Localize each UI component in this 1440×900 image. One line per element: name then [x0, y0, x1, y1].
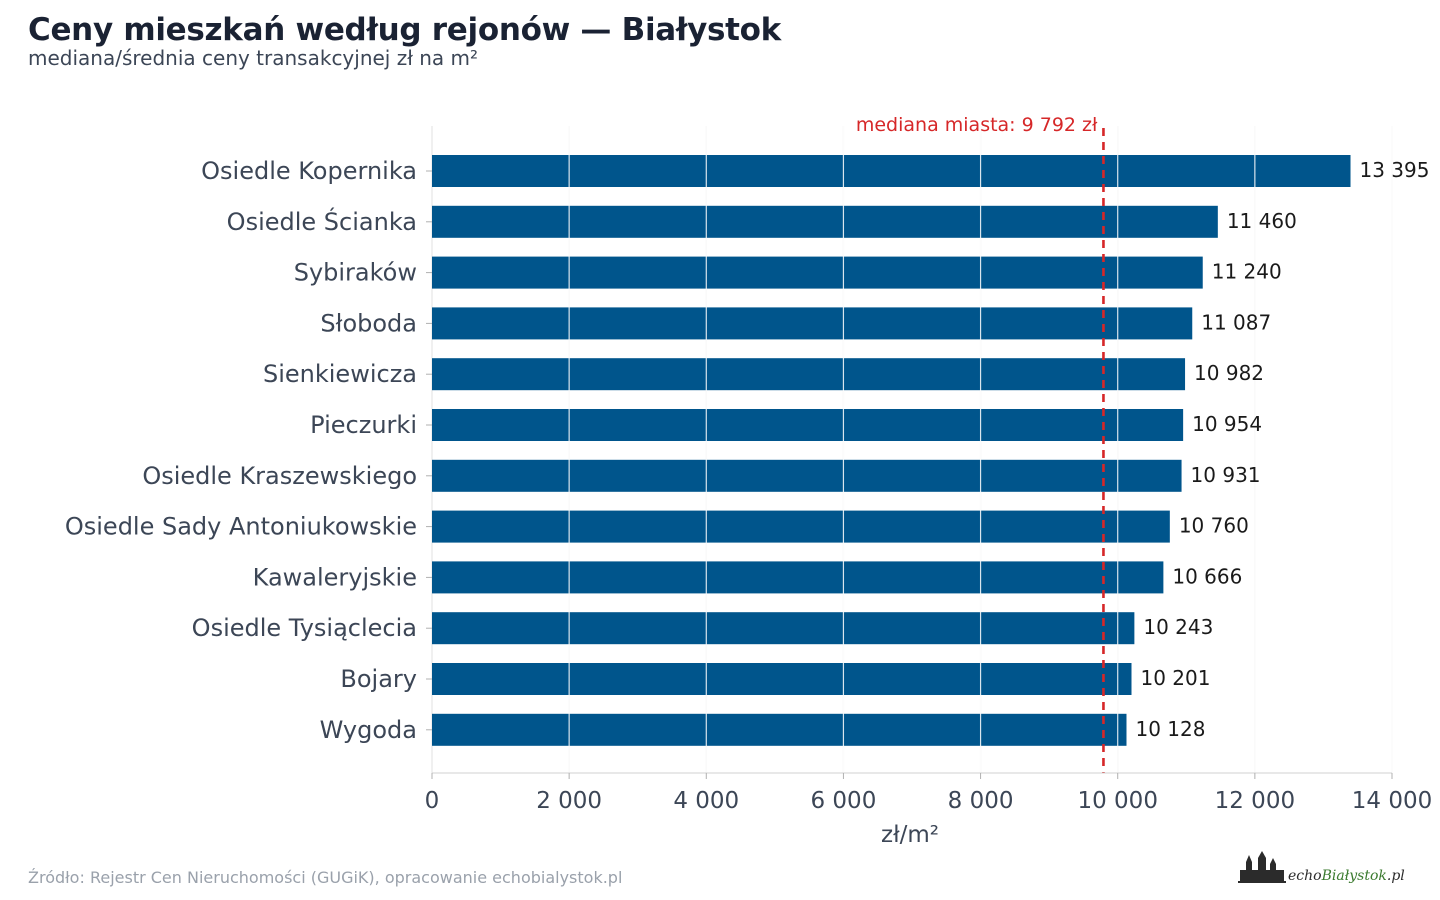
value-label: 11 460 [1227, 209, 1297, 233]
value-label: 10 666 [1172, 564, 1242, 588]
value-label: 11 087 [1201, 310, 1271, 334]
value-labels: 13 395 11 460 11 240 11 087 10 982 10 954 10 9… [1135, 158, 1429, 741]
category-label: Wygoda [320, 716, 417, 744]
category-label: Bojary [340, 665, 417, 693]
median-reference: mediana miasta: 9 792 zł [856, 114, 1105, 773]
bar [432, 256, 1203, 289]
grid-lines-over-bars [568, 126, 1393, 773]
value-label: 10 954 [1192, 412, 1262, 436]
chart-subtitle: mediana/średnia ceny transakcyjnej zł na… [28, 46, 479, 70]
x-tick-label: 14 000 [1352, 788, 1432, 814]
bar [432, 409, 1184, 441]
source-note: Źródło: Rejestr Cen Nieruchomości (GUGiK… [28, 868, 623, 887]
bar [432, 459, 1182, 492]
bar [432, 358, 1186, 391]
category-label: Słoboda [320, 309, 417, 337]
category-label: Sienkiewicza [263, 360, 417, 388]
bar [432, 307, 1193, 340]
bar [432, 510, 1170, 543]
x-axis-label: zł/m² [881, 822, 939, 848]
category-label: Osiedle Tysiąclecia [192, 614, 417, 642]
x-tick-label: 10 000 [1077, 788, 1157, 814]
category-label: Osiedle Ścianka [227, 206, 417, 236]
bar [432, 155, 1351, 187]
value-label: 11 240 [1212, 260, 1282, 284]
value-label: 10 982 [1194, 361, 1264, 385]
city-skyline-icon [1238, 851, 1286, 883]
category-label: Osiedle Kopernika [201, 157, 417, 185]
category-label: Osiedle Kraszewskiego [142, 462, 417, 490]
value-label: 13 395 [1360, 158, 1430, 182]
echobialystok-logo: echoBiałystok.pl [1238, 851, 1405, 884]
x-tick-label: 6 000 [810, 788, 876, 814]
bar [432, 713, 1127, 746]
bar [432, 205, 1218, 238]
category-label: Osiedle Sady Antoniukowskie [65, 513, 417, 541]
value-label: 10 760 [1179, 514, 1249, 538]
bar [432, 663, 1132, 695]
chart-title: Ceny mieszkań według rejonów — Białystok [28, 12, 781, 48]
logo-text-echo: echo [1288, 868, 1322, 884]
x-tick-label: 0 [425, 788, 440, 814]
value-label: 10 243 [1143, 615, 1213, 639]
logo-text-pl: .pl [1387, 868, 1405, 884]
value-label: 10 931 [1191, 463, 1261, 487]
value-label: 10 201 [1140, 666, 1210, 690]
bar [432, 561, 1164, 594]
value-label: 10 128 [1135, 717, 1205, 741]
x-tick-label: 4 000 [673, 788, 739, 814]
x-tick-label: 8 000 [948, 788, 1014, 814]
category-label: Kawaleryjskie [253, 563, 417, 591]
category-label: Sybiraków [294, 259, 417, 287]
median-label: mediana miasta: 9 792 zł [856, 114, 1098, 136]
logo-text-bialystok: Białystok [1321, 868, 1387, 884]
category-label: Pieczurki [310, 411, 417, 439]
x-tick-label: 12 000 [1215, 788, 1295, 814]
category-labels: Osiedle Kopernika Osiedle Ścianka Sybirakó… [65, 157, 432, 744]
bars [432, 155, 1351, 746]
x-tick-label: 2 000 [536, 788, 602, 814]
bar [432, 612, 1135, 645]
svg-text:echoBiałystok.pl: echoBiałystok.pl [1288, 868, 1405, 884]
x-axis: 0 2 000 4 000 6 000 8 000 10 000 12 000 14 000 z… [425, 772, 1432, 848]
